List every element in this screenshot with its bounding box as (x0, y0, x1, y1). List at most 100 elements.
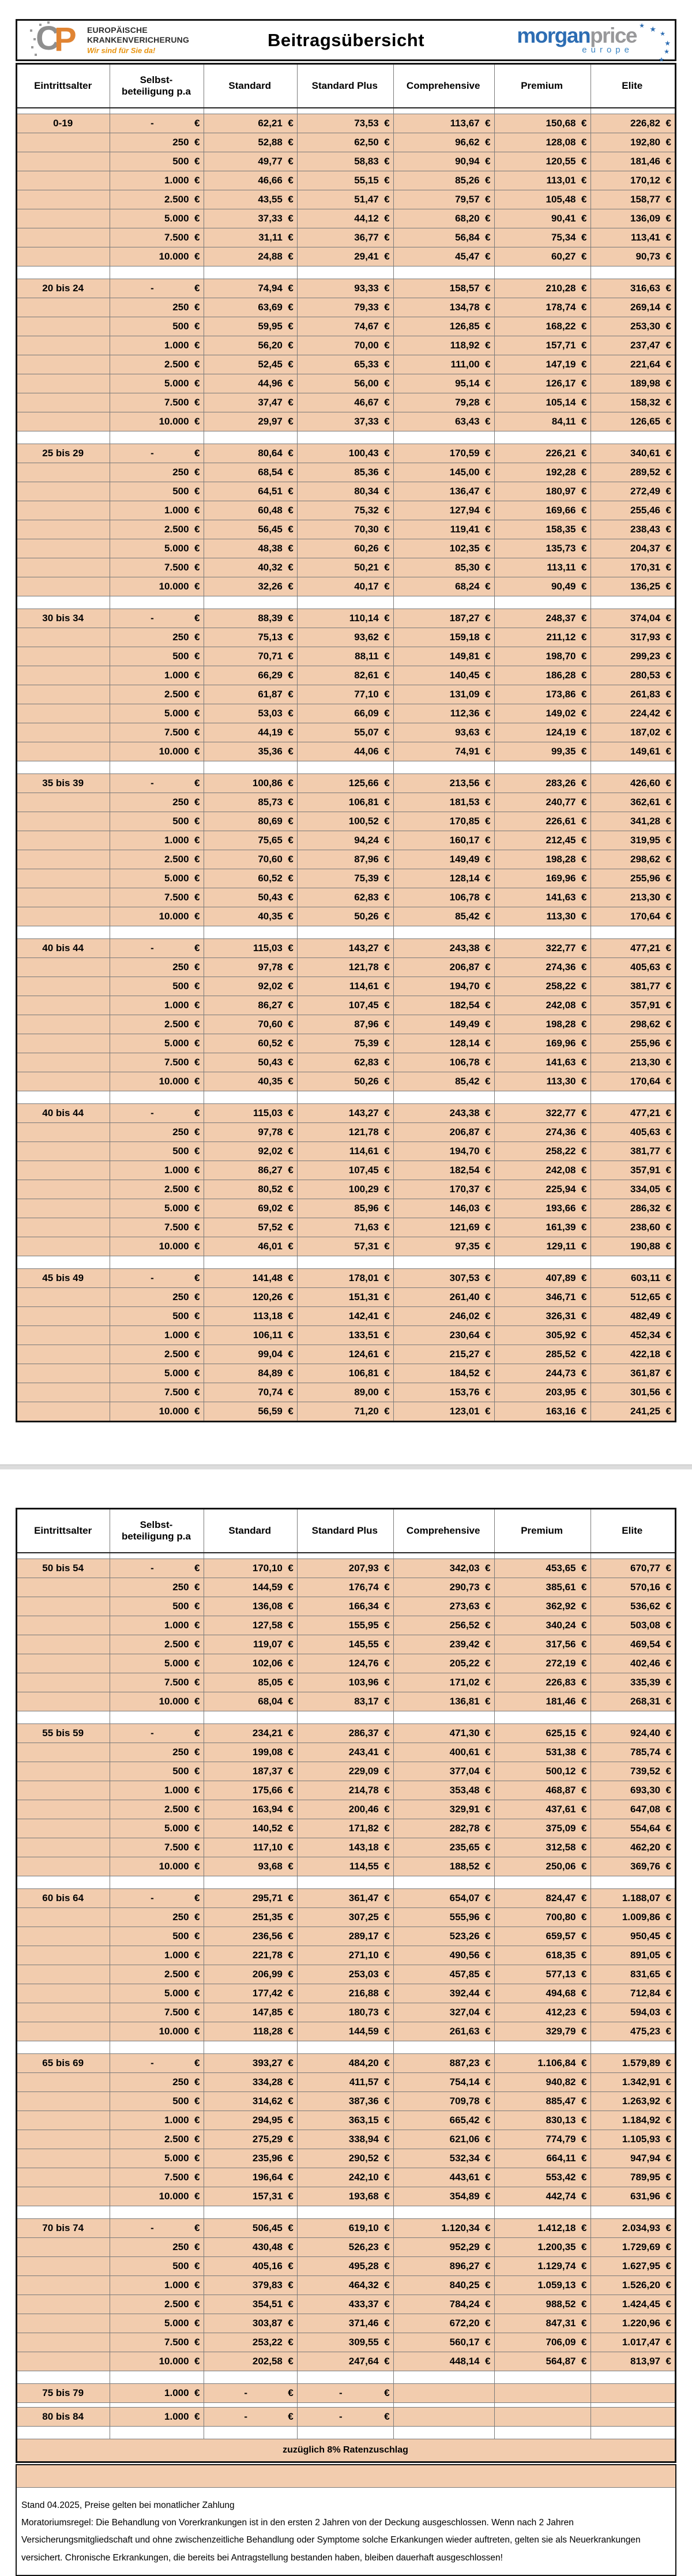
currency-symbol: € (581, 251, 587, 262)
currency-symbol: € (665, 2337, 671, 2348)
currency-symbol: € (665, 1019, 671, 1030)
price-cell: 392,44 € (393, 1984, 495, 2003)
separator-cell (393, 431, 495, 444)
currency-symbol: € (384, 1241, 390, 1252)
currency-symbol: € (288, 911, 294, 922)
price-cell: 385,61 € (494, 1578, 591, 1597)
price-cell: 261,83 € (590, 685, 676, 704)
currency-symbol: € (384, 2241, 390, 2252)
amount-value: 118,92 (450, 340, 480, 351)
currency-symbol: € (194, 1222, 200, 1233)
amount-value: 250 (172, 797, 189, 808)
currency-symbol: € (581, 1728, 587, 1738)
price-cell: 570,16 € (590, 1578, 676, 1597)
currency-symbol: € (665, 1000, 671, 1011)
price-cell: 375,09 € (494, 1819, 591, 1838)
amount-value: 213,30 (630, 1057, 660, 1068)
separator-cell (203, 1711, 298, 1724)
currency-symbol: € (581, 2241, 587, 2252)
price-cell: 1.009,86 € (590, 1907, 676, 1927)
amount-value: 236,56 (252, 1931, 283, 1942)
amount-value: 141,63 (546, 892, 576, 903)
amount-value: 500 (172, 2096, 189, 2106)
price-cell: 840,25 € (393, 2275, 495, 2295)
price-cell: 887,23 € (393, 2053, 495, 2073)
price-cell: 268,31 € (590, 1692, 676, 1711)
amount-value: 159,18 (449, 632, 480, 643)
price-cell: 243,38 € (393, 938, 495, 958)
age-cell (16, 1927, 111, 1946)
amount-value: 346,71 (546, 1291, 576, 1302)
price-cell: 988,52 € (494, 2295, 591, 2314)
currency-symbol: € (665, 1563, 671, 1574)
price-cell: 830,13 € (494, 2111, 591, 2130)
price-cell: 56,00 € (296, 374, 394, 393)
currency-symbol: € (485, 2222, 491, 2233)
currency-symbol: € (665, 1272, 671, 1283)
currency-symbol: € (384, 2299, 390, 2310)
price-cell: 180,97 € (494, 482, 591, 501)
amount-value: 210,28 (546, 283, 576, 294)
amount-value: 341,28 (630, 816, 660, 827)
deductible-cell: 2.500 € (110, 2295, 204, 2314)
price-cell: 319,95 € (590, 831, 676, 850)
separator-cell (590, 1091, 676, 1104)
currency-symbol: € (485, 283, 491, 294)
amount-value: 784,24 (449, 2299, 480, 2310)
deductible-cell: 1.000 € (110, 2383, 204, 2403)
amount-value: 44,19 (258, 727, 283, 738)
amount-value: 670,77 (630, 1563, 660, 1574)
price-cell: 96,62 € (393, 133, 495, 152)
currency-symbol: € (194, 2260, 200, 2271)
age-cell (16, 577, 111, 596)
currency-symbol: € (581, 1310, 587, 1321)
price-cell: 50,26 € (296, 907, 394, 926)
amount-value: 111,00 (450, 359, 480, 370)
currency-symbol: € (485, 448, 491, 459)
separator-cell (494, 1256, 591, 1269)
currency-symbol: € (384, 232, 390, 243)
price-cell: 141,63 € (494, 888, 591, 907)
currency-symbol: € (485, 2057, 491, 2068)
currency-symbol: € (194, 911, 200, 922)
amount-value: 7.500 (164, 1222, 189, 1233)
amount-value: 1.000 (164, 1165, 189, 1176)
amount-value: 338,94 (348, 2134, 379, 2145)
currency-symbol: € (288, 137, 294, 148)
currency-symbol: € (194, 1038, 200, 1049)
price-cell: 198,70 € (494, 647, 591, 666)
currency-symbol: € (288, 1823, 294, 1834)
currency-symbol: € (384, 1969, 390, 1980)
age-cell (16, 463, 111, 482)
price-cell: 40,32 € (203, 558, 298, 577)
currency-symbol: € (581, 1747, 587, 1758)
currency-symbol: € (194, 1165, 200, 1176)
price-cell: 68,54 € (203, 463, 298, 482)
currency-symbol: € (194, 581, 200, 592)
amount-value: 120,55 (546, 156, 576, 167)
currency-symbol: € (384, 1582, 390, 1593)
amount-value: 5.000 (164, 1038, 189, 1049)
price-cell: 124,61 € (296, 1345, 394, 1364)
separator-cell (494, 1876, 591, 1889)
age-cell (16, 355, 111, 374)
amount-value: 298,62 (630, 854, 660, 865)
amount-value: 462,20 (630, 1842, 660, 1853)
price-cell: 57,31 € (296, 1237, 394, 1256)
currency-symbol: € (665, 340, 671, 351)
table-row: 20 bis 24- €74,94 €93,33 €158,57 €210,28 €316… (16, 279, 676, 298)
currency-symbol: € (665, 1912, 671, 1922)
amount-value: 49,77 (258, 156, 283, 167)
deductible-cell: 10.000 € (110, 1692, 204, 1711)
separator-cell (110, 2426, 204, 2439)
price-cell: 94,24 € (296, 831, 394, 850)
age-cell (16, 1965, 111, 1984)
currency-symbol: € (288, 1988, 294, 1999)
premium-table: Eintrittsalter Selbst- beteiligung p.a Sta… (16, 63, 676, 1422)
currency-symbol: € (665, 118, 671, 129)
price-cell: 234,21 € (203, 1723, 298, 1743)
currency-symbol: € (194, 1387, 200, 1398)
separator-cell (494, 2041, 591, 2054)
logo-dot-icon (31, 46, 33, 48)
price-cell: 115,03 € (203, 1103, 298, 1123)
